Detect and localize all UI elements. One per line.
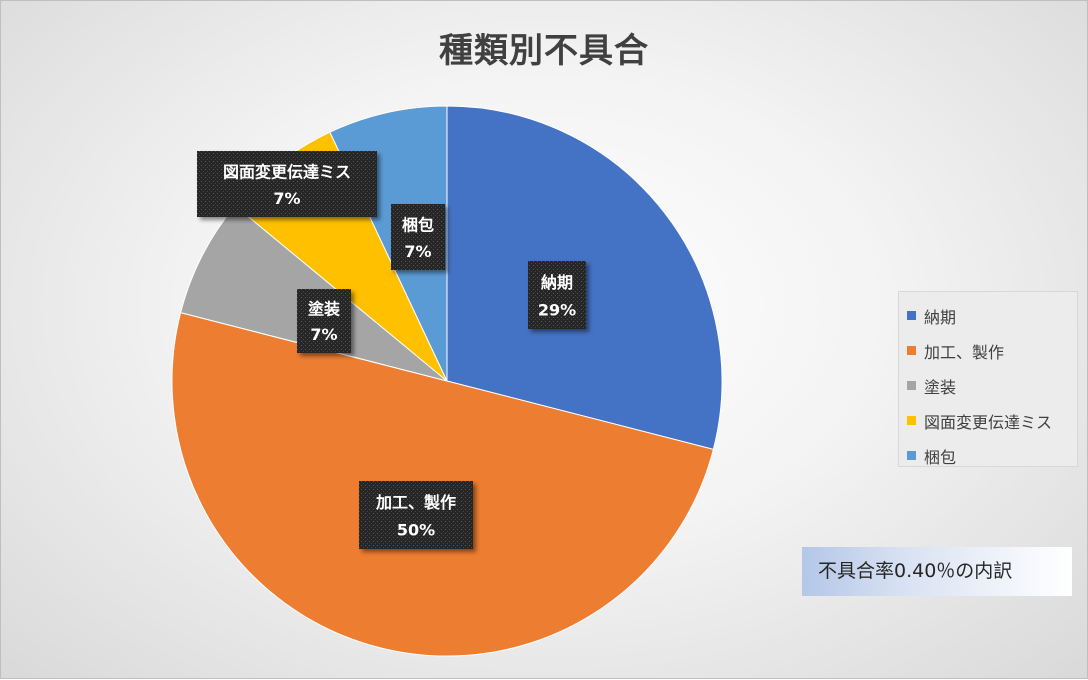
- data-label-machining: 加工、製作 50%: [359, 481, 473, 549]
- legend-label: 梱包: [924, 447, 957, 467]
- legend: 納期 加工、製作 塗装 図面変更伝達ミス 梱包: [898, 291, 1078, 467]
- data-label-drawing-change: 図面変更伝達ミス 7%: [197, 151, 377, 217]
- legend-item[interactable]: 図面変更伝達ミス: [907, 403, 1077, 438]
- data-label-value: 7%: [273, 189, 300, 208]
- legend-item[interactable]: 加工、製作: [907, 333, 1077, 368]
- legend-item[interactable]: 梱包: [907, 438, 1077, 473]
- legend-label: 図面変更伝達ミス: [924, 412, 1053, 432]
- data-label-painting: 塗装 7%: [297, 289, 351, 353]
- legend-swatch: [907, 311, 916, 320]
- legend-swatch: [907, 381, 916, 390]
- legend-label: 加工、製作: [924, 342, 1005, 362]
- data-label-packing: 梱包 7%: [391, 204, 445, 270]
- data-label-value: 7%: [404, 242, 431, 261]
- data-label-category: 加工、製作: [375, 493, 456, 512]
- data-label-box: [528, 261, 586, 329]
- legend-item[interactable]: 塗装: [907, 368, 1077, 403]
- legend-swatch: [907, 416, 916, 425]
- legend-label: 塗装: [924, 377, 957, 397]
- data-label-category: 図面変更伝達ミス: [223, 162, 351, 181]
- data-label-box: [391, 204, 445, 270]
- legend-swatch: [907, 346, 916, 355]
- chart-title: 種類別不具合: [439, 31, 649, 71]
- data-label-box: [297, 289, 351, 353]
- data-label-delivery: 納期 29%: [528, 261, 586, 329]
- data-label-category: 梱包: [402, 215, 434, 234]
- data-label-category: 塗装: [308, 300, 340, 319]
- data-label-box: [197, 151, 377, 217]
- data-label-value: 7%: [310, 325, 337, 344]
- legend-swatch: [907, 451, 916, 460]
- defect-rate-note: 不具合率0.40％の内訳: [802, 547, 1072, 596]
- data-label-value: 29%: [538, 300, 576, 319]
- legend-item[interactable]: 納期: [907, 298, 1077, 333]
- data-label-category: 納期: [541, 273, 573, 292]
- data-label-box: [359, 481, 473, 549]
- data-label-value: 50%: [397, 520, 435, 539]
- legend-label: 納期: [924, 307, 957, 327]
